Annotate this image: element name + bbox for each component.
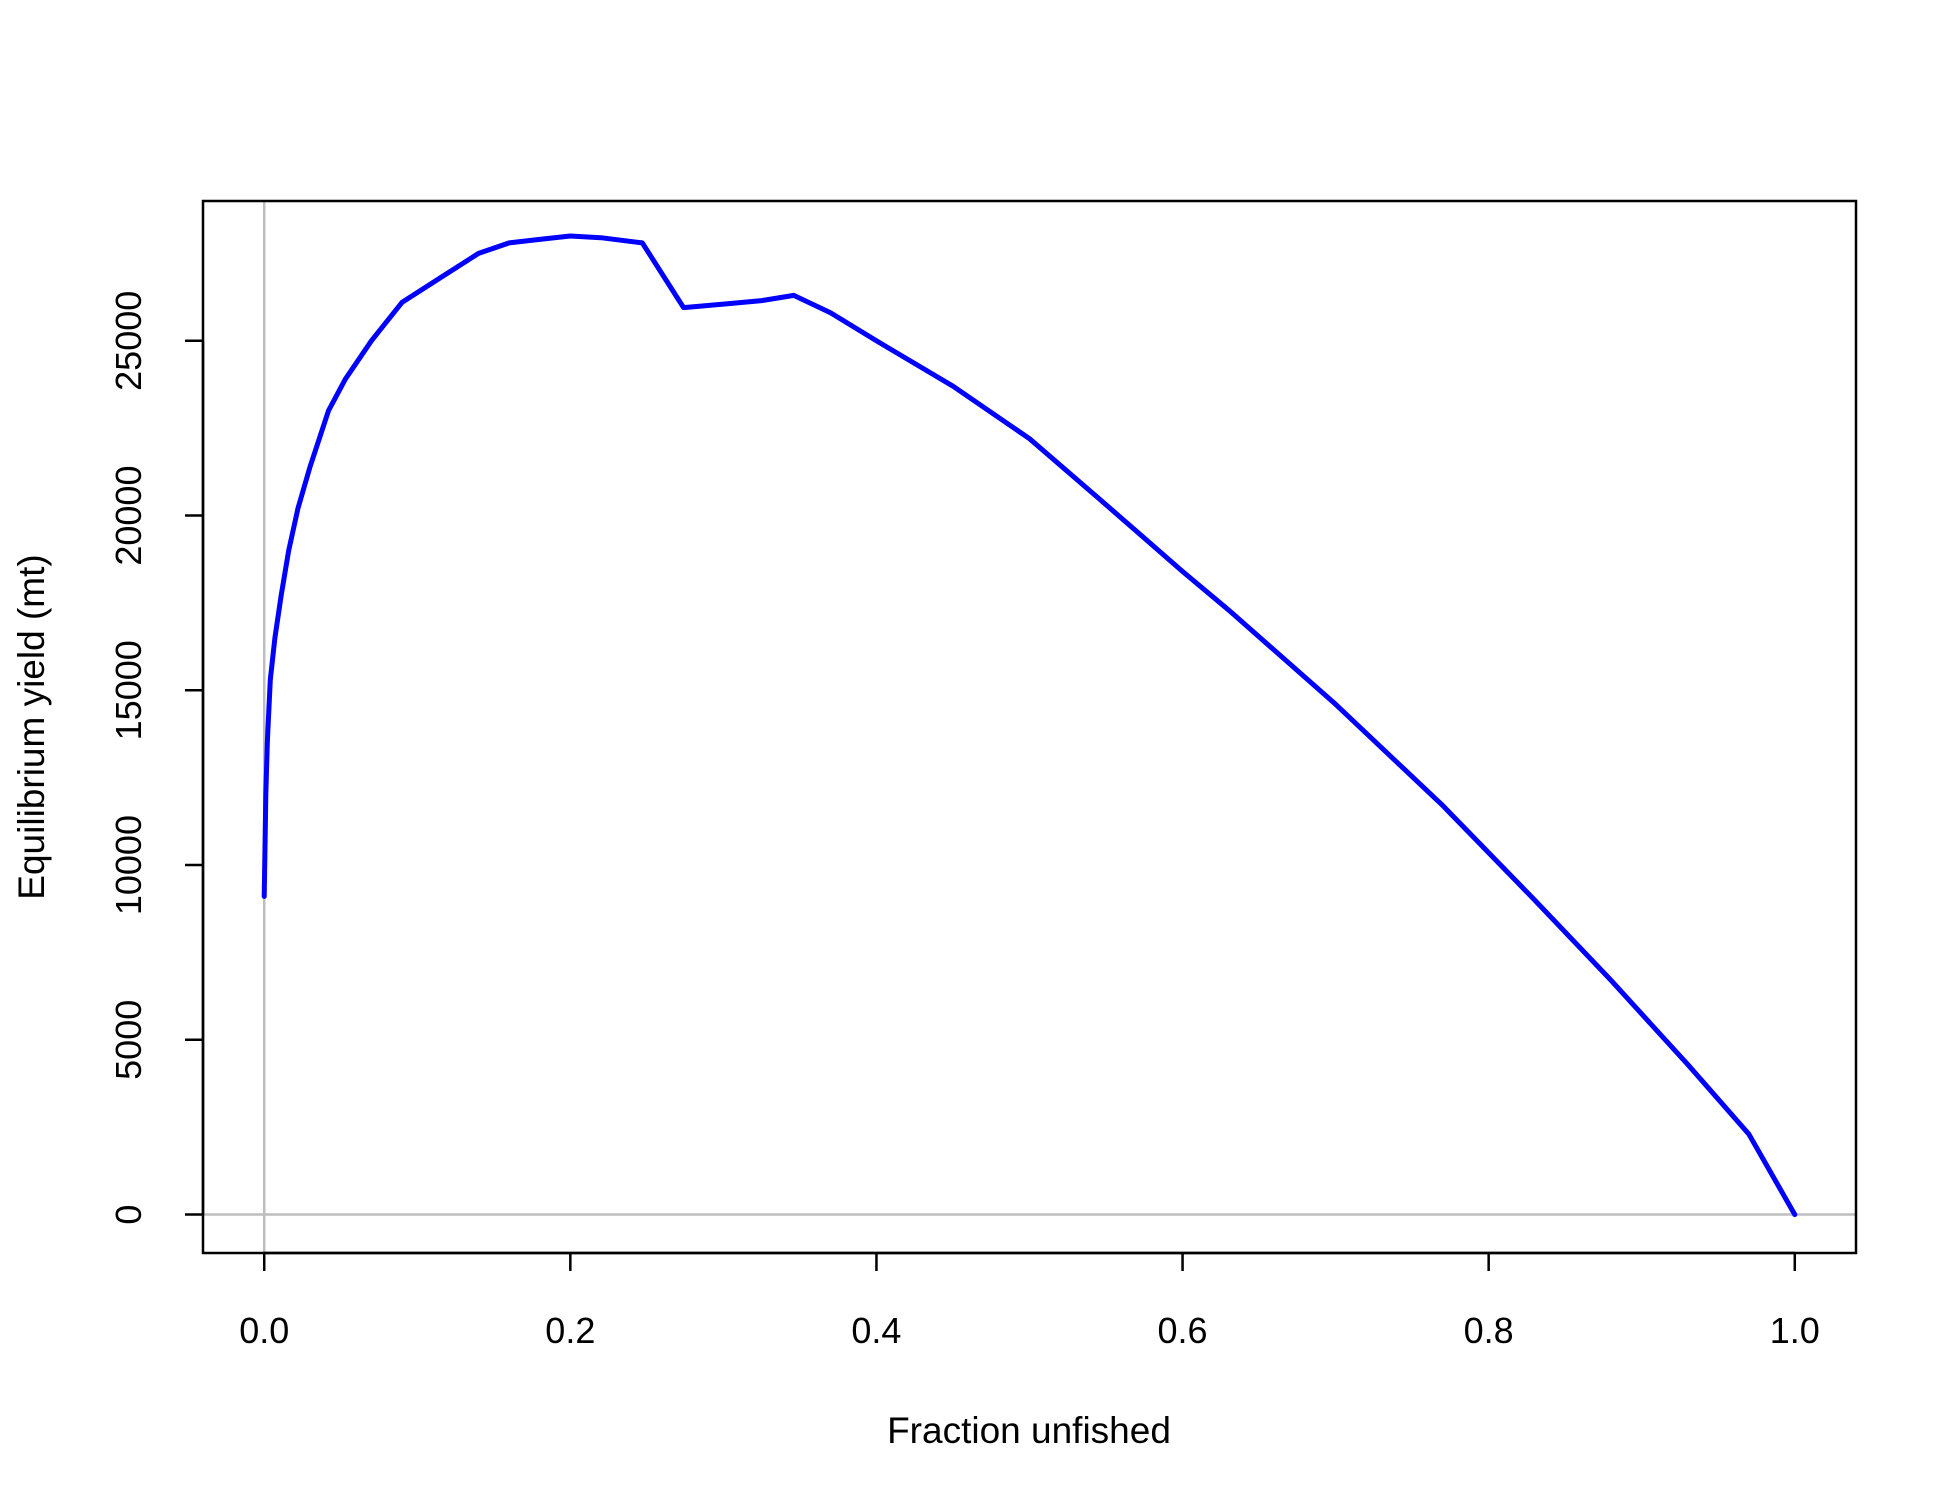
x-axis: 0.0 0.2 0.4 0.6 0.8 1.0 xyxy=(239,1251,1820,1351)
x-tick-label: 0.6 xyxy=(1158,1310,1208,1351)
reference-lines xyxy=(203,201,1856,1253)
y-tick-label: 0 xyxy=(108,1205,149,1225)
x-tick-label: 0.4 xyxy=(851,1310,901,1351)
x-tick-label: 1.0 xyxy=(1770,1310,1820,1351)
y-tick-label: 25000 xyxy=(108,291,149,391)
y-tick-label: 5000 xyxy=(108,1000,149,1080)
series-layer xyxy=(261,233,1798,1218)
series-line-0 xyxy=(261,233,1798,1218)
x-tick-label: 0.0 xyxy=(239,1310,289,1351)
y-axis-title: Equilibrium yield (mt) xyxy=(11,554,52,899)
x-axis-title: Fraction unfished xyxy=(887,1410,1171,1451)
x-tick-label: 0.2 xyxy=(545,1310,595,1351)
y-tick-label: 20000 xyxy=(108,466,149,566)
x-tick-label: 0.8 xyxy=(1464,1310,1514,1351)
y-tick-label: 10000 xyxy=(108,815,149,915)
y-tick-label: 15000 xyxy=(108,640,149,740)
y-axis: 0 5000 10000 15000 20000 25000 xyxy=(108,291,205,1225)
